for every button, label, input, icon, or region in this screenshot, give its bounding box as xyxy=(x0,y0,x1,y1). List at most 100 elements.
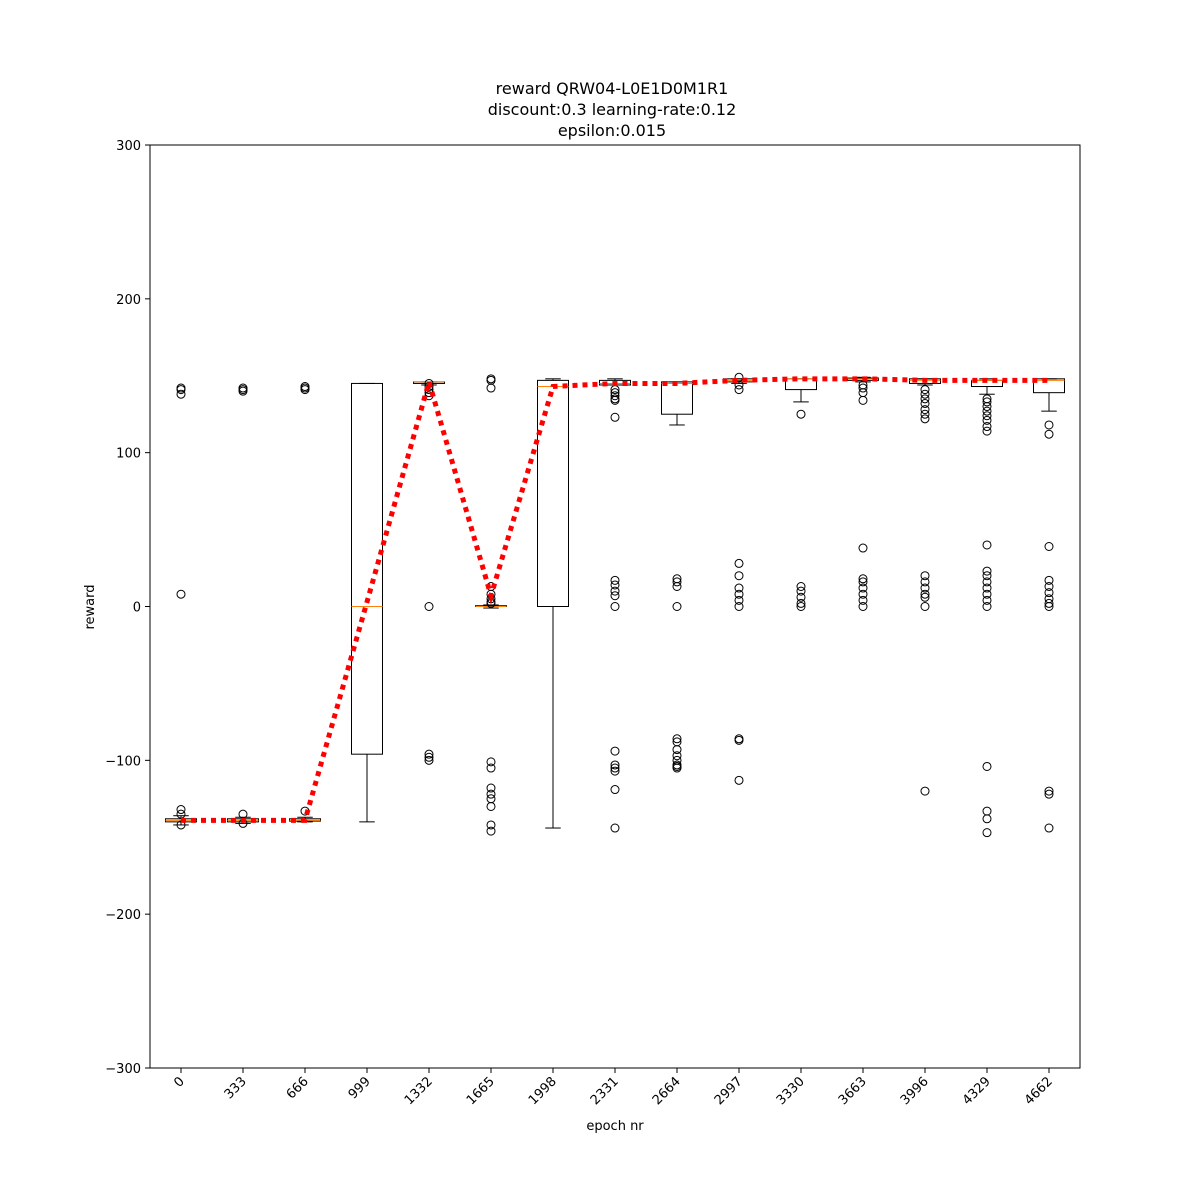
flier xyxy=(858,602,868,611)
box xyxy=(537,379,569,607)
flier xyxy=(672,751,682,761)
flier xyxy=(486,763,496,773)
y-tick-label: 200 xyxy=(116,293,141,308)
flier xyxy=(734,380,744,390)
flier xyxy=(1044,789,1054,799)
chart-subtitle: epsilon:0.015 xyxy=(558,121,666,140)
flier xyxy=(424,755,434,765)
flier xyxy=(734,595,744,605)
flier xyxy=(610,785,620,795)
flier xyxy=(672,602,682,611)
flier xyxy=(858,383,868,393)
flier xyxy=(858,577,868,587)
flier xyxy=(734,385,744,395)
flier xyxy=(982,828,992,838)
flier xyxy=(1044,420,1054,430)
flier xyxy=(1044,582,1054,592)
flier xyxy=(982,415,992,425)
flier xyxy=(982,540,992,550)
flier xyxy=(176,805,186,815)
flier xyxy=(486,789,496,799)
flier xyxy=(920,394,930,404)
flier xyxy=(982,397,992,407)
flier xyxy=(982,583,992,593)
flier xyxy=(858,583,868,593)
flier xyxy=(176,589,186,599)
flier xyxy=(734,602,744,611)
chart-title: reward QRW04-L0E1D0M1R1 xyxy=(496,79,729,98)
y-tick-label: 0 xyxy=(133,601,141,616)
flier xyxy=(920,589,930,599)
flier xyxy=(1044,598,1054,608)
flier xyxy=(610,586,620,596)
y-tick-label: −100 xyxy=(105,754,141,769)
flier xyxy=(920,571,930,581)
flier xyxy=(176,389,186,399)
flier xyxy=(982,411,992,421)
flier xyxy=(486,757,496,767)
y-tick-label: 300 xyxy=(116,139,141,154)
flier xyxy=(610,823,620,833)
flier xyxy=(672,763,682,773)
flier xyxy=(858,589,868,599)
flier xyxy=(734,571,744,581)
flier xyxy=(982,761,992,771)
flier xyxy=(610,763,620,773)
flier xyxy=(1044,575,1054,585)
flier xyxy=(920,405,930,415)
flier xyxy=(982,577,992,587)
flier xyxy=(858,595,868,605)
flier xyxy=(982,426,992,436)
flier xyxy=(1044,542,1054,552)
flier xyxy=(734,735,744,745)
flier xyxy=(858,395,868,405)
x-axis-label: epoch nr xyxy=(586,1119,644,1134)
flier xyxy=(1044,786,1054,796)
flier xyxy=(300,385,310,395)
flier xyxy=(796,592,806,602)
flier xyxy=(982,589,992,599)
flier xyxy=(610,395,620,405)
flier xyxy=(920,398,930,408)
flier xyxy=(610,760,620,770)
flier xyxy=(858,543,868,553)
flier xyxy=(1044,588,1054,598)
flier xyxy=(672,745,682,755)
flier xyxy=(424,602,434,611)
flier xyxy=(920,602,930,611)
flier xyxy=(486,783,496,793)
flier xyxy=(920,786,930,796)
flier xyxy=(424,752,434,762)
flier xyxy=(982,602,992,611)
y-axis-label: reward xyxy=(83,584,98,629)
flier xyxy=(920,583,930,593)
flier xyxy=(796,602,806,611)
y-tick-label: 100 xyxy=(116,447,141,462)
flier xyxy=(486,826,496,836)
flier xyxy=(734,583,744,593)
flier xyxy=(610,602,620,611)
flier xyxy=(920,385,930,395)
trend-line xyxy=(181,372,1049,823)
flier xyxy=(982,422,992,432)
flier xyxy=(486,383,496,393)
flier xyxy=(610,391,620,401)
flier xyxy=(858,574,868,584)
box xyxy=(351,382,383,755)
flier xyxy=(610,766,620,776)
chart-subtitle: discount:0.3 learning-rate:0.12 xyxy=(488,100,737,119)
flier xyxy=(672,577,682,587)
y-tick-label: −300 xyxy=(105,1062,141,1077)
flier xyxy=(610,412,620,422)
flier xyxy=(176,385,186,395)
flier xyxy=(672,734,682,744)
flier xyxy=(982,406,992,416)
flier xyxy=(486,820,496,830)
flier xyxy=(982,814,992,824)
flier xyxy=(672,582,682,592)
flier xyxy=(982,402,992,412)
flier xyxy=(610,580,620,590)
flier xyxy=(796,586,806,596)
